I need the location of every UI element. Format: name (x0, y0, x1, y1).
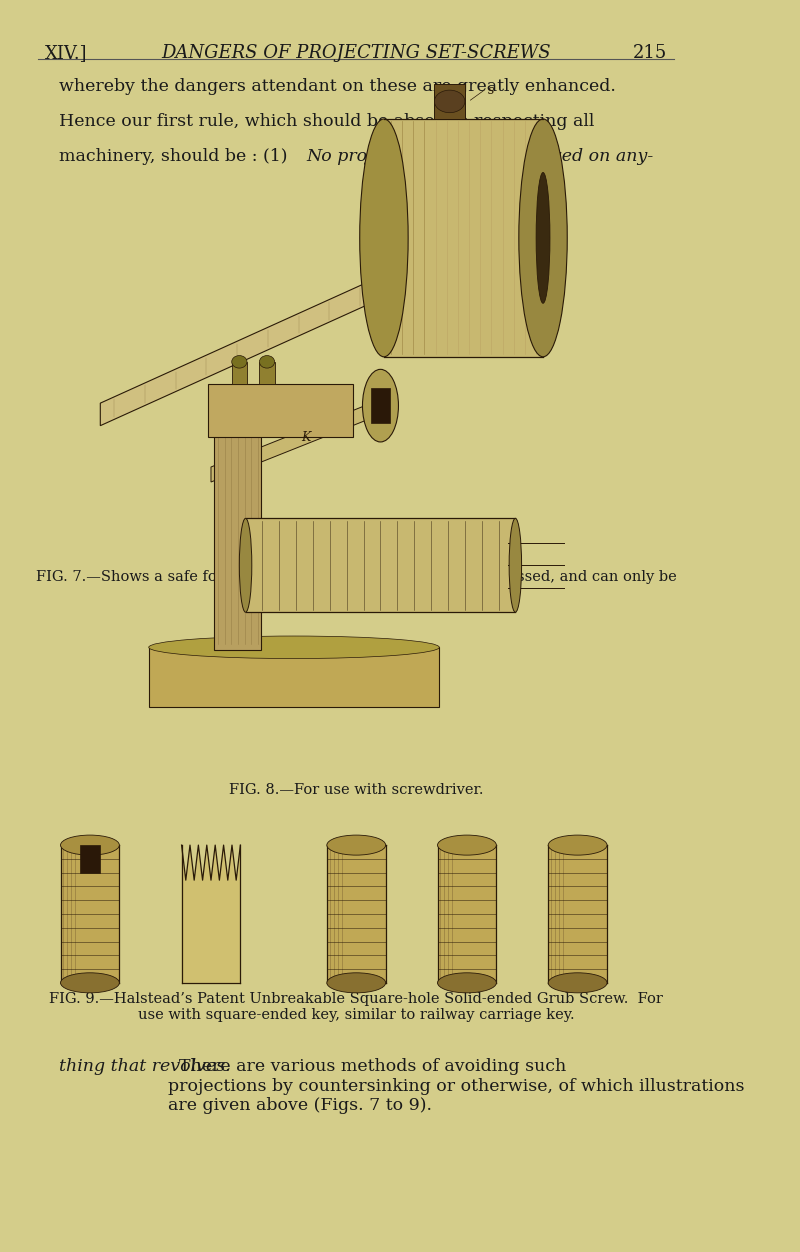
Ellipse shape (232, 356, 247, 368)
Bar (61, 845, 119, 983)
Text: whereby the dangers attendant on these are greatly enhanced.: whereby the dangers attendant on these a… (58, 78, 616, 95)
Ellipse shape (61, 835, 119, 855)
Ellipse shape (149, 636, 439, 659)
Text: No projections shall be allowed on any-: No projections shall be allowed on any- (306, 148, 654, 165)
Text: K: K (301, 431, 310, 443)
Text: There are various methods of avoiding such
projections by countersinking or othe: There are various methods of avoiding su… (168, 1058, 745, 1114)
Ellipse shape (360, 119, 408, 357)
Polygon shape (211, 398, 384, 482)
Bar (246, 518, 515, 612)
Bar (214, 431, 262, 650)
Text: thing that revolves.: thing that revolves. (58, 1058, 230, 1075)
Polygon shape (182, 845, 240, 983)
Text: FIG. 8.—For use with screwdriver.: FIG. 8.—For use with screwdriver. (229, 782, 483, 796)
Bar (259, 362, 274, 384)
Polygon shape (100, 265, 405, 426)
Text: s: s (488, 84, 494, 96)
Bar (434, 84, 465, 119)
Ellipse shape (327, 835, 386, 855)
Ellipse shape (61, 973, 119, 993)
Ellipse shape (438, 835, 496, 855)
Bar (384, 119, 543, 357)
Bar (438, 845, 496, 983)
Ellipse shape (327, 973, 386, 993)
Ellipse shape (548, 835, 607, 855)
Bar (79, 845, 100, 873)
Ellipse shape (434, 90, 465, 113)
Bar (232, 362, 247, 384)
Ellipse shape (519, 119, 567, 357)
Ellipse shape (438, 973, 496, 993)
Bar (548, 845, 607, 983)
Text: 215: 215 (634, 44, 667, 61)
Text: FIG. 7.—Shows a safe form of set-screw (s), which is deeply recessed, and can on: FIG. 7.—Shows a safe form of set-screw (… (36, 570, 677, 601)
Text: XIV.]: XIV.] (45, 44, 87, 61)
Text: machinery, should be : (1): machinery, should be : (1) (58, 148, 293, 165)
Text: DANGERS OF PROJECTING SET-SCREWS: DANGERS OF PROJECTING SET-SCREWS (162, 44, 551, 61)
Bar (149, 647, 439, 707)
Text: FIG. 9.—Halstead’s Patent Unbreakable Square-hole Solid-ended Grub Screw.  For
u: FIG. 9.—Halstead’s Patent Unbreakable Sq… (50, 992, 663, 1022)
Ellipse shape (239, 518, 252, 612)
Ellipse shape (362, 369, 398, 442)
Bar (327, 845, 386, 983)
Text: Hence our first rule, which should be absolute respecting all: Hence our first rule, which should be ab… (58, 113, 594, 130)
Ellipse shape (509, 518, 522, 612)
Ellipse shape (259, 356, 274, 368)
Bar (207, 384, 353, 437)
Bar (370, 388, 390, 423)
Ellipse shape (548, 973, 607, 993)
Ellipse shape (536, 173, 550, 303)
